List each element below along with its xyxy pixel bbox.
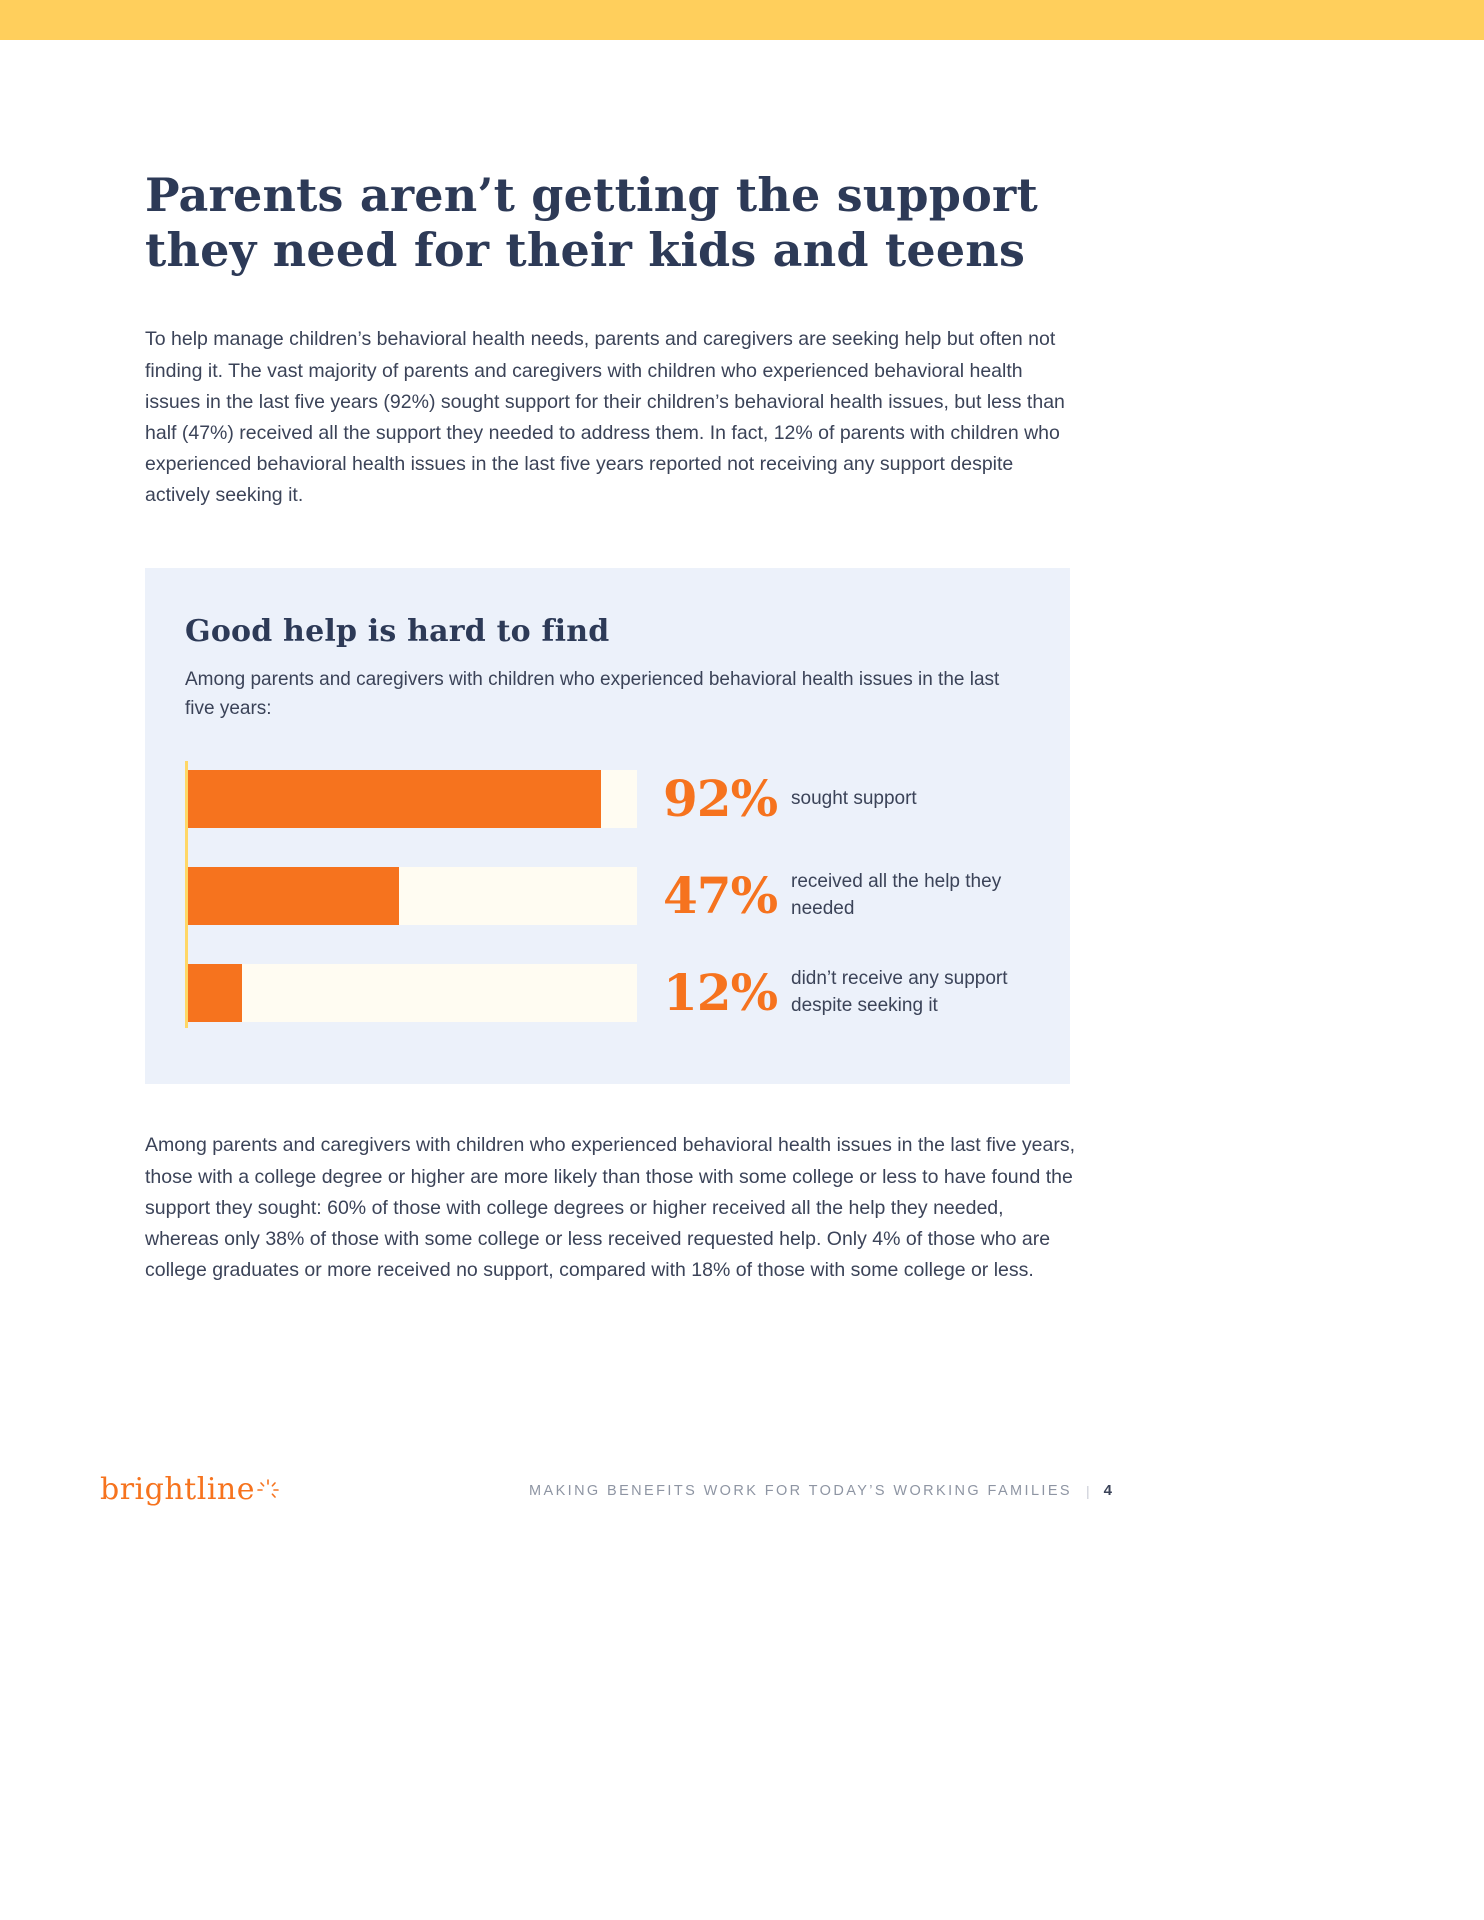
content-column: Parents aren’t getting the support they n… xyxy=(0,168,1484,1286)
page-title-line1: Parents aren’t getting the support xyxy=(145,168,1038,222)
bar-fill xyxy=(188,963,242,1022)
bar-label: received all the help they needed xyxy=(791,871,1002,919)
chart-title: Good help is hard to find xyxy=(185,613,610,649)
brightline-logo: brightline xyxy=(100,1472,279,1509)
body-paragraph: Among parents and caregivers with childr… xyxy=(145,1134,1076,1282)
footer-tagline: MAKING BENEFITS WORK FOR TODAY’S WORKING… xyxy=(529,1482,1073,1499)
footer-separator: | xyxy=(1086,1482,1090,1499)
bar-row-received-all-help: 47% received all the help they needed xyxy=(188,866,1030,925)
bar-chart: 92% sought support 47% received all the … xyxy=(185,761,1030,1029)
footer-right: MAKING BENEFITS WORK FOR TODAY’S WORKING… xyxy=(529,1482,1112,1499)
intro-paragraph: To help manage children’s behavioral hea… xyxy=(145,328,1065,507)
chart-subtitle: Among parents and caregivers with childr… xyxy=(185,668,1000,719)
chart-panel: Good help is hard to find Among parents … xyxy=(145,567,1070,1085)
page-title: Parents aren’t getting the support they n… xyxy=(145,168,1339,278)
bar-row-sought-support: 92% sought support xyxy=(188,769,1030,828)
top-accent-bar xyxy=(0,0,1484,40)
bar-label: sought support xyxy=(791,787,917,809)
bar-track xyxy=(188,963,637,1022)
bar-track xyxy=(188,866,637,925)
bar-fill xyxy=(188,769,602,828)
sunburst-icon xyxy=(257,1474,279,1509)
bar-label: didn’t receive any support despite seeki… xyxy=(791,968,1008,1016)
bar-percent: 92% xyxy=(663,769,778,829)
bar-track xyxy=(188,769,637,828)
page-title-line2: they need for their kids and teens xyxy=(145,223,1026,278)
bar-percent: 12% xyxy=(663,963,778,1023)
bar-fill xyxy=(188,866,400,925)
footer-page-number: 4 xyxy=(1103,1482,1112,1499)
brightline-logo-text: brightline xyxy=(100,1472,255,1507)
page-footer: brightline MAKING BENEFITS WORK FOR TODA… xyxy=(100,1472,1112,1509)
bar-percent: 47% xyxy=(663,866,778,926)
bar-row-no-support: 12% didn’t receive any support despite s… xyxy=(188,963,1030,1022)
